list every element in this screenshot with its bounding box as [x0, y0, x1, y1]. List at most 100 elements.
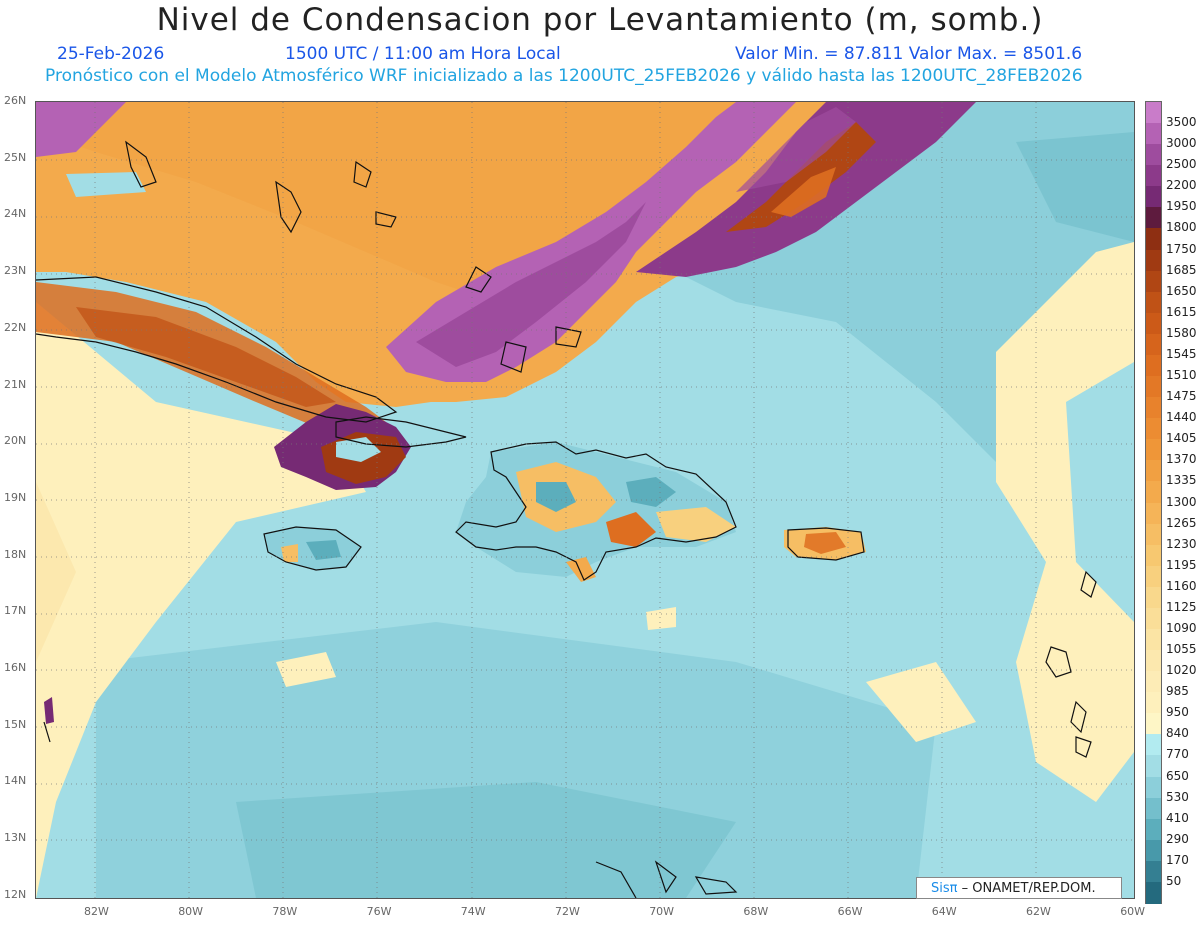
- color-scale-swatch: [1146, 797, 1161, 820]
- model-description: Pronóstico con el Modelo Atmosférico WRF…: [45, 66, 1083, 86]
- latitude-label: 23N: [4, 264, 27, 278]
- color-scale-swatch: [1146, 544, 1161, 567]
- color-scale-bar: [1145, 101, 1162, 904]
- color-scale-label: 770: [1166, 747, 1189, 762]
- latitude-label: 25N: [4, 150, 27, 164]
- color-scale-label: 1335: [1166, 473, 1197, 488]
- color-scale-label: 170: [1166, 852, 1189, 867]
- color-scale-swatch: [1146, 671, 1161, 693]
- color-scale-swatch: [1146, 755, 1161, 778]
- color-scale-label: 950: [1166, 705, 1189, 720]
- color-scale-label: 1615: [1166, 304, 1197, 319]
- color-scale-label: 290: [1166, 831, 1189, 846]
- color-scale-swatch: [1146, 881, 1161, 904]
- color-scale-swatch: [1146, 439, 1161, 461]
- color-scale-label: 1160: [1166, 578, 1197, 593]
- color-scale-swatch: [1146, 165, 1161, 187]
- color-scale-swatch: [1146, 312, 1161, 335]
- color-scale-label: 840: [1166, 726, 1189, 741]
- color-scale-label: 1800: [1166, 220, 1197, 235]
- color-scale-label: 1195: [1166, 557, 1197, 572]
- latitude-label: 22N: [4, 320, 27, 334]
- color-scale-swatch: [1146, 481, 1161, 504]
- color-scale-swatch: [1146, 586, 1161, 609]
- color-scale-swatch: [1146, 207, 1161, 230]
- color-scale-swatch: [1146, 144, 1161, 166]
- longitude-label: 62W: [1026, 905, 1051, 918]
- longitude-label: 70W: [649, 905, 675, 918]
- color-scale-swatch: [1146, 860, 1161, 883]
- color-scale-label: 3500: [1166, 115, 1197, 130]
- color-scale-swatch: [1146, 628, 1161, 651]
- color-scale-swatch: [1146, 102, 1161, 124]
- value-min-max: Valor Min. = 87.811 Valor Max. = 8501.6: [735, 44, 1083, 64]
- color-scale-swatch: [1146, 291, 1161, 314]
- longitude-label: 66W: [837, 905, 863, 918]
- map-title: Nivel de Condensacion por Levantamiento …: [156, 2, 1044, 38]
- map-canvas: [36, 102, 1134, 898]
- credit-text: – ONAMET/REP.DOM.: [961, 881, 1096, 896]
- color-scale-swatch: [1146, 460, 1161, 482]
- forecast-date: 25-Feb-2026: [57, 44, 165, 64]
- color-scale-swatch: [1146, 607, 1161, 630]
- color-scale-swatch: [1146, 123, 1161, 145]
- color-scale-swatch: [1146, 228, 1161, 251]
- color-scale-label: 1510: [1166, 368, 1197, 383]
- color-scale-label: 1405: [1166, 431, 1197, 446]
- longitude-label: 74W: [460, 905, 486, 918]
- latitude-label: 17N: [4, 604, 27, 618]
- color-scale-label: 1650: [1166, 283, 1197, 298]
- latitude-label: 19N: [4, 490, 27, 504]
- color-scale-label: 50: [1166, 873, 1182, 888]
- latitude-label: 18N: [4, 547, 27, 561]
- color-scale-swatch: [1146, 734, 1161, 757]
- color-scale-label: 1265: [1166, 515, 1197, 530]
- longitude-label: 72W: [555, 905, 580, 918]
- color-scale-swatch: [1146, 333, 1161, 356]
- color-scale-label: 1475: [1166, 389, 1197, 404]
- sispi-logo: Sisπ: [931, 881, 958, 896]
- color-scale-label: 650: [1166, 768, 1189, 783]
- color-scale-swatch: [1146, 565, 1161, 588]
- color-scale-swatch: [1146, 186, 1161, 208]
- latitude-label: 14N: [4, 774, 27, 788]
- color-scale-swatch: [1146, 650, 1161, 672]
- color-scale-label: 2500: [1166, 157, 1197, 172]
- color-scale-swatch: [1146, 839, 1161, 862]
- color-scale-swatch: [1146, 397, 1161, 419]
- color-scale-label: 1300: [1166, 494, 1197, 509]
- latitude-label: 24N: [4, 207, 27, 221]
- longitude-label: 76W: [366, 905, 392, 918]
- longitude-label: 64W: [931, 905, 957, 918]
- latitude-label: 15N: [4, 717, 27, 731]
- latitude-label: 20N: [4, 434, 27, 448]
- color-scale-label: 1440: [1166, 410, 1197, 425]
- color-scale-label: 1545: [1166, 346, 1197, 361]
- color-scale-label: 1370: [1166, 452, 1197, 467]
- color-scale-label: 3000: [1166, 136, 1197, 151]
- color-scale-label: 1750: [1166, 241, 1197, 256]
- color-scale-label: 2200: [1166, 178, 1197, 193]
- longitude-label: 82W: [84, 905, 109, 918]
- longitude-label: 60W: [1120, 905, 1146, 918]
- latitude-label: 13N: [4, 831, 27, 845]
- color-scale-label: 1020: [1166, 663, 1197, 678]
- color-scale-swatch: [1146, 776, 1161, 799]
- color-scale-swatch: [1146, 354, 1161, 377]
- color-scale-label: 410: [1166, 810, 1189, 825]
- color-scale-swatch: [1146, 418, 1161, 440]
- color-scale-swatch: [1146, 270, 1161, 293]
- forecast-time: 1500 UTC / 11:00 am Hora Local: [285, 44, 561, 64]
- color-scale-swatch: [1146, 713, 1161, 735]
- latitude-label: 16N: [4, 661, 27, 674]
- color-scale-swatch: [1146, 523, 1161, 546]
- map-panel: [35, 101, 1135, 899]
- color-scale-swatch: [1146, 249, 1161, 272]
- color-scale-label: 985: [1166, 684, 1189, 699]
- longitude-label: 80W: [178, 905, 204, 918]
- longitude-label: 68W: [743, 905, 769, 918]
- latitude-label: 21N: [4, 377, 27, 391]
- color-scale-swatch: [1146, 692, 1161, 714]
- color-scale-swatch: [1146, 376, 1161, 398]
- color-scale-label: 1125: [1166, 599, 1197, 614]
